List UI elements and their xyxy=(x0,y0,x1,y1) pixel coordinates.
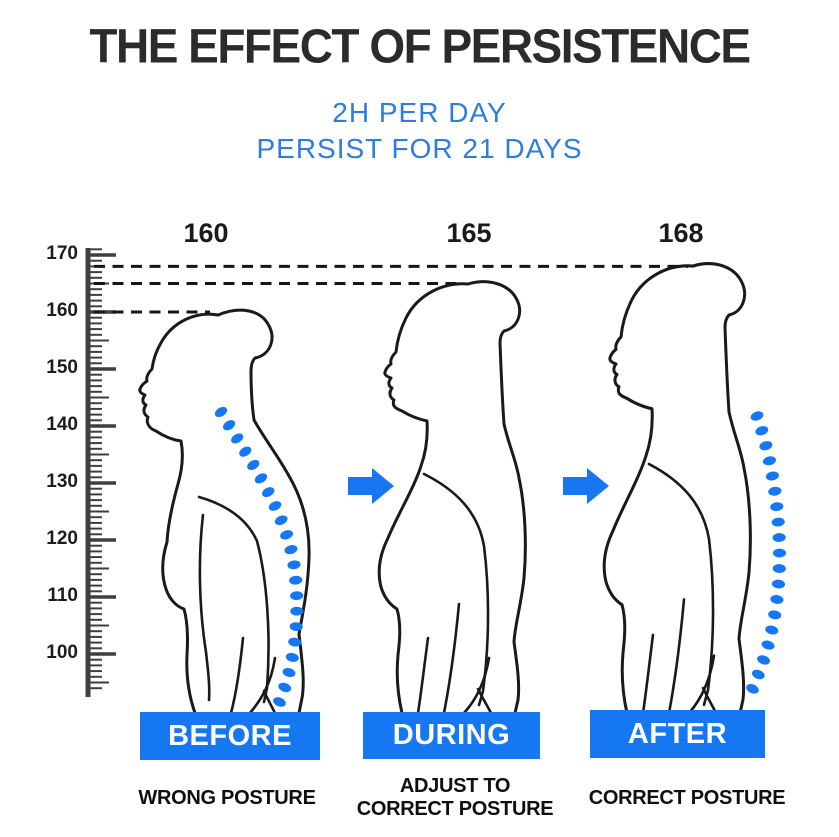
caption-during-line2: CORRECT POSTURE xyxy=(356,798,554,820)
caption-before: WRONG POSTURE xyxy=(112,787,342,810)
figure-before-silhouette xyxy=(138,308,311,715)
subtitle-line-1: 2H PER DAY xyxy=(332,97,507,128)
caption-after-line1: CORRECT POSTURE xyxy=(588,787,786,809)
figure-after-silhouette xyxy=(602,262,752,715)
spine-dots-before xyxy=(214,406,304,707)
height-value-during: 165 xyxy=(446,218,492,248)
ruler-label-160: 160 xyxy=(46,300,78,321)
ruler-label-170: 170 xyxy=(46,243,78,264)
right-arrow-icon-1 xyxy=(348,468,394,504)
ruler-label-130: 130 xyxy=(46,471,78,492)
spine-dots-after xyxy=(746,411,787,694)
page-title: THE EFFECT OF PERSISTENCE xyxy=(89,18,751,74)
height-value-before: 160 xyxy=(183,218,229,248)
caption-before-line1: WRONG POSTURE xyxy=(138,787,316,809)
ruler-label-110: 110 xyxy=(47,585,78,606)
ruler-label-140: 140 xyxy=(46,414,78,435)
right-arrow-icon-2 xyxy=(563,468,609,504)
caption-after: CORRECT POSTURE xyxy=(572,787,802,810)
ruler-label-100: 100 xyxy=(46,642,78,663)
height-dashed-lines xyxy=(94,264,688,314)
subtitle-line-2: PERSIST FOR 21 DAYS xyxy=(256,133,583,164)
height-ruler xyxy=(85,248,116,697)
figure-during-silhouette xyxy=(377,280,527,715)
stage-badge-during: DURING xyxy=(363,712,540,759)
caption-during: ADJUST TO CORRECT POSTURE xyxy=(340,775,570,821)
stage-badge-before: BEFORE xyxy=(140,712,320,760)
height-value-after: 168 xyxy=(658,218,704,248)
stage-badge-after: AFTER xyxy=(590,710,765,758)
ruler-label-150: 150 xyxy=(46,357,78,378)
caption-during-line1: ADJUST TO xyxy=(399,775,511,797)
ruler-label-120: 120 xyxy=(46,528,78,549)
